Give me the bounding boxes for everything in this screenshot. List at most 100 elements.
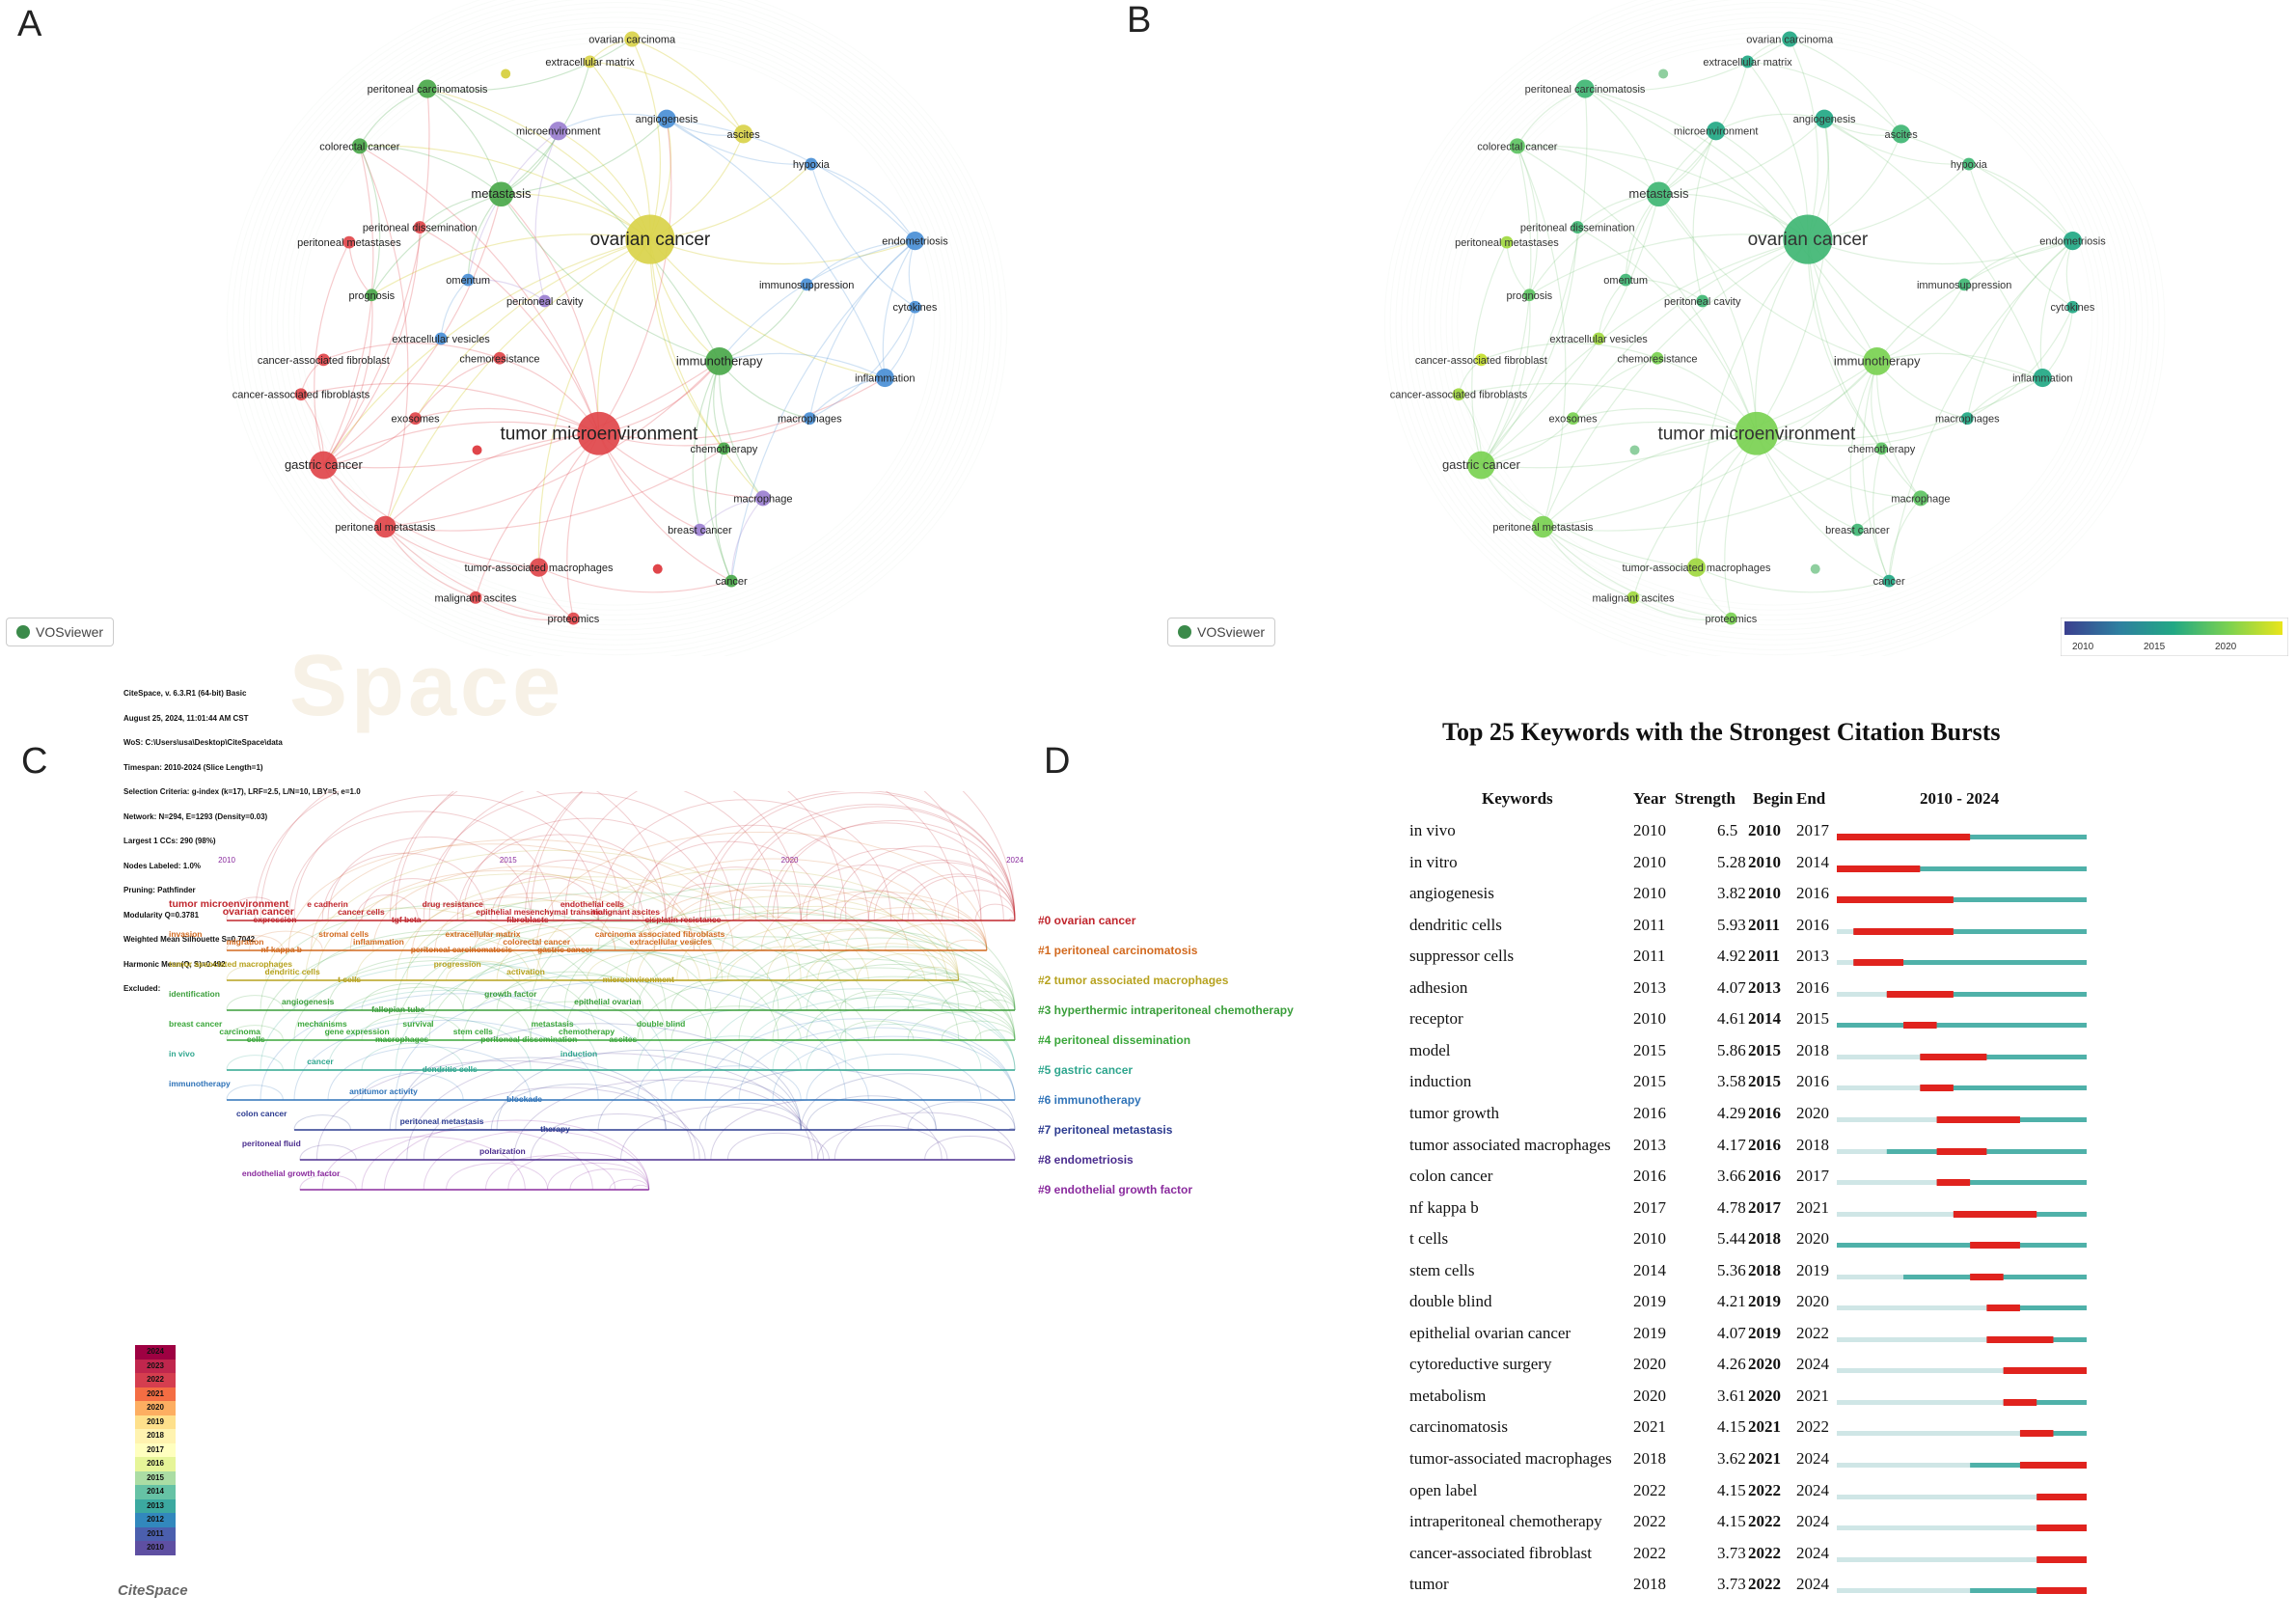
legend-year: 2022 <box>135 1373 176 1387</box>
timeline-keyword: blockade <box>506 1094 542 1104</box>
burst-begin: 2013 <box>1748 977 1781 997</box>
timeline-arc <box>670 1065 802 1101</box>
network-node-peritoneal-carcinomatosis <box>418 79 437 98</box>
timeline-arc <box>806 1024 982 1071</box>
burst-strength: 4.26 <box>1717 1355 1746 1374</box>
timeline-arc <box>800 1073 1016 1131</box>
network-label-hypoxia: hypoxia <box>793 159 831 171</box>
timeline-arc <box>839 990 915 1011</box>
network-edge <box>692 361 721 531</box>
network-halo <box>293 37 941 611</box>
network-edge <box>1807 239 1922 499</box>
burst-bar-track <box>1837 1115 2087 1123</box>
network-edge <box>2065 240 2074 308</box>
timeline-arc <box>698 1102 802 1131</box>
timeline-arc <box>772 820 1016 921</box>
timeline-arc <box>513 1079 819 1161</box>
timeline-keyword: extracellular vesicles <box>629 937 712 947</box>
panel-letter-b: B <box>1127 0 1152 41</box>
network-label-ovarian-cancer: ovarian cancer <box>1748 230 1869 250</box>
timeline-arc <box>867 859 1016 921</box>
network-node-angiogenesis <box>657 109 676 128</box>
timeline-arc <box>311 838 734 951</box>
network-edge <box>1823 118 2043 378</box>
network-label-chemotherapy: chemotherapy <box>691 444 758 455</box>
burst-strength: 4.78 <box>1717 1197 1746 1217</box>
burst-keyword: suppressor cells <box>1409 947 1515 966</box>
timeline-arc <box>704 1018 1016 1101</box>
info-line: Timespan: 2010-2024 (Slice Length=1) <box>123 762 263 772</box>
timeline-arc <box>806 948 926 981</box>
burst-strength: 4.15 <box>1717 1512 1746 1531</box>
burst-row: tumor growth 2016 4.29 2016 2020 <box>0 1104 2296 1135</box>
timeline-arc <box>726 1132 830 1161</box>
timeline-arc <box>670 975 802 1011</box>
timeline-keyword: peritoneal carcinomatosis <box>411 945 513 954</box>
burst-bar-track <box>1837 1210 2087 1218</box>
network-edge <box>1528 193 1659 296</box>
network-label-tumor-microenvironment: tumor microenvironment <box>500 424 698 444</box>
network-node-malignant-ascites <box>469 591 482 604</box>
network-edge <box>1584 88 1878 362</box>
burst-end: 2024 <box>1796 1575 1829 1594</box>
network-edge <box>1542 238 1809 528</box>
network-edge <box>385 360 721 528</box>
network-label-cytokines: cytokines <box>893 302 938 314</box>
network-edge <box>598 432 763 499</box>
network-edge <box>322 238 651 466</box>
burst-keyword: cancer-associated fibroblast <box>1409 1543 1592 1562</box>
burst-bar-active <box>1837 1243 2087 1249</box>
timeline-arc <box>535 868 960 981</box>
network-edge <box>1968 163 2073 308</box>
burst-keyword: in vitro <box>1409 852 1458 871</box>
timeline-arc <box>839 1020 915 1041</box>
network-label-cancer-associated-fibroblast: cancer-associated fibroblast <box>1415 355 1547 367</box>
network-label-peritoneal-carcinomatosis: peritoneal carcinomatosis <box>368 84 488 96</box>
network-edge <box>1480 227 1578 466</box>
timeline-arc <box>800 864 937 921</box>
timeline-arc <box>738 967 1016 1041</box>
burst-row: tumor 2018 3.73 2022 2024 <box>0 1575 2296 1606</box>
network-halo <box>232 0 1002 656</box>
burst-bar-track <box>1837 1085 2087 1092</box>
burst-end: 2024 <box>1796 1512 1829 1531</box>
network-edge <box>1542 432 1757 528</box>
timeline-arc <box>395 921 847 1041</box>
burst-strength: 4.15 <box>1717 1417 1746 1437</box>
timeline-arc <box>428 918 779 1011</box>
network-label-extracellular-vesicles: extracellular vesicles <box>392 334 490 345</box>
timeline-arc <box>597 858 948 951</box>
legend-year: 2015 <box>135 1470 176 1485</box>
burst-year: 2017 <box>1633 1197 1666 1217</box>
network-node-inflammation <box>2033 368 2052 388</box>
burst-begin: 2020 <box>1748 1386 1781 1405</box>
burst-end: 2020 <box>1796 1229 1829 1249</box>
network-halo <box>260 7 974 641</box>
burst-bar-active <box>1920 1085 2087 1091</box>
vosviewer-badge-a: VOSviewer <box>6 618 115 646</box>
timeline-arc <box>496 926 700 981</box>
burst-bar-active <box>1986 1305 2087 1311</box>
burst-strength: 3.73 <box>1717 1543 1746 1562</box>
timeline-arc <box>907 981 1016 1011</box>
network-node-ascites <box>1892 124 1911 144</box>
burst-bar-burst <box>1953 1210 2037 1218</box>
timeline-arc <box>907 966 960 981</box>
network-node <box>501 69 511 79</box>
timeline-keyword: fibroblasts <box>506 915 549 924</box>
burst-row: model 2015 5.86 2015 2018 <box>0 1041 2296 1072</box>
network-edge <box>426 88 503 195</box>
burst-begin: 2010 <box>1748 821 1781 839</box>
network-halo <box>1445 31 2104 616</box>
network-edge <box>322 146 374 466</box>
network-edge <box>468 279 546 302</box>
timeline-keyword: survival <box>402 1019 433 1029</box>
burst-row: intraperitoneal chemotherapy 2022 4.15 2022… <box>0 1512 2296 1543</box>
network-node-tumor-microenvironment <box>1735 411 1779 455</box>
timeline-keyword: ovarian cancer <box>223 906 294 918</box>
timeline-arc <box>885 922 988 951</box>
timeline-arc <box>321 1136 526 1191</box>
network-node-colorectal-cancer <box>351 138 368 154</box>
burst-bar-burst <box>1936 1115 2020 1123</box>
network-edge <box>1480 238 1809 466</box>
